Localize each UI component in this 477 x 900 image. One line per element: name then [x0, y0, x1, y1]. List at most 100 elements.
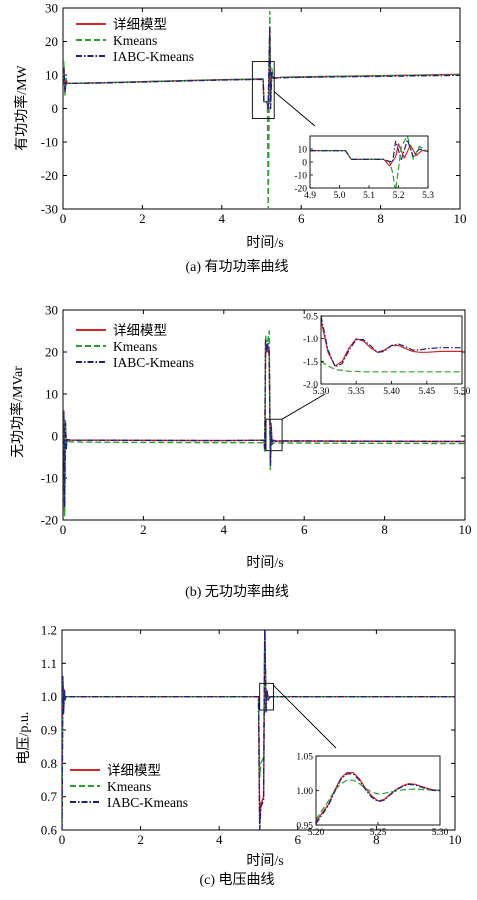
y-tick-label: 0.9: [41, 723, 57, 738]
inset-x-tick-label: 5.45: [418, 387, 435, 397]
y-tick-label: 20: [45, 345, 58, 360]
x-tick-label: 6: [295, 832, 302, 847]
y-tick-label: 0.7: [41, 789, 58, 804]
x-tick-label: 4: [219, 211, 226, 226]
zoom-box: [265, 418, 283, 452]
inset-x-tick-label: 5.25: [370, 828, 387, 838]
inset-x-tick-label: 5.35: [348, 387, 365, 397]
inset-y-tick-label: 10: [298, 146, 308, 156]
inset-x-tick-label: 5.30: [432, 828, 449, 838]
chart-caption: (a) 有功功率曲线: [185, 258, 288, 275]
x-tick-label: 6: [301, 522, 308, 537]
y-tick-label: 10: [45, 387, 58, 402]
inset-y-tick-label: -20: [294, 185, 307, 195]
inset-bg: [316, 756, 440, 825]
inset-series-3: [321, 316, 462, 368]
y-tick-label: 0.6: [41, 823, 58, 838]
x-tick-label: 0: [60, 522, 67, 537]
y-axis-label: 无功功率/MVar: [9, 366, 26, 458]
inset-y-tick-label: -10: [294, 172, 307, 182]
inset-chart: 4.9 5.0 5.1 5.2 5.3 -20 -10 0 10: [294, 135, 434, 201]
inset-y-tick-label: -0.5: [303, 313, 318, 323]
inset-y-tick-label: 0: [302, 159, 307, 169]
x-tick-label: 0: [60, 211, 67, 226]
inset-x-tick-label: 5.40: [383, 387, 400, 397]
chart-panel-2: 0 2 4 6 8 10 -20 -10 0 10 20 30 时间/s 无功功率/MVar (b) 无功功…: [9, 303, 472, 601]
x-tick-label: 4: [221, 522, 228, 537]
inset-x-tick-label: 4.9: [304, 191, 316, 201]
chart-panel-1: 0 2 4 6 8 10 -30 -20 -10 0 10 20 30 时间/s 有功功率/MW (a) 有功…: [13, 1, 467, 276]
zoom-connector: [273, 685, 337, 749]
y-tick-label: -30: [41, 202, 58, 217]
y-tick-label: 10: [45, 68, 58, 83]
inset-y-tick-label: -1.5: [303, 358, 318, 368]
inset-x-tick-label: 5.20: [308, 828, 325, 838]
x-tick-label: 2: [140, 522, 147, 537]
legend-label: IABC-Kmeans: [107, 795, 188, 810]
x-tick-label: 6: [298, 211, 305, 226]
zoom-box: [259, 682, 274, 711]
x-axis-label: 时间/s: [246, 555, 283, 571]
zoom-connector: [281, 393, 326, 420]
main-series-2: [63, 330, 465, 517]
x-tick-label: 0: [59, 832, 66, 847]
legend-label: 详细模型: [113, 323, 167, 338]
y-tick-label: 0: [52, 101, 59, 116]
y-axis-label: 有功功率/MW: [13, 64, 30, 150]
inset-bg: [321, 316, 462, 384]
inset-series-1: [316, 772, 440, 822]
chart-panel-3: 0 2 4 6 8 10 0.6 0.7 0.8 0.9 1.0 1.1 1.2 时间/s 电压/p.u. (…: [16, 623, 462, 889]
y-tick-label: -10: [41, 471, 58, 486]
inset-x-tick-label: 5.1: [363, 191, 375, 201]
inset-series-2: [316, 779, 440, 820]
legend-label: IABC-Kmeans: [113, 49, 194, 64]
x-tick-label: 2: [139, 211, 146, 226]
x-tick-label: 8: [377, 211, 384, 226]
legend-label: 详细模型: [113, 17, 167, 32]
legend-label: Kmeans: [113, 33, 157, 48]
x-tick-label: 10: [459, 522, 472, 537]
legend-label: IABC-Kmeans: [113, 355, 194, 370]
y-tick-label: 0: [52, 429, 59, 444]
inset-chart: 5.20 5.25 5.30 0.95 1.00 1.05: [296, 753, 448, 839]
zoom-box: [251, 61, 275, 119]
y-tick-label: -10: [41, 135, 58, 150]
inset-x-tick-label: 5.0: [334, 191, 346, 201]
inset-series-3: [316, 773, 440, 824]
inset-x-tick-label: 5.30: [313, 387, 330, 397]
chart-caption: (c) 电压曲线: [199, 872, 274, 888]
zoom-connector: [273, 91, 316, 127]
legend-label: 详细模型: [107, 763, 161, 778]
chart-caption: (b) 无功功率曲线: [185, 583, 289, 600]
legend-label: Kmeans: [113, 339, 157, 354]
y-tick-label: 30: [45, 303, 58, 318]
legend-label: Kmeans: [107, 779, 151, 794]
inset-x-tick-label: 5.2: [393, 191, 405, 201]
inset-series-3: [310, 139, 428, 163]
y-tick-label: -20: [41, 168, 58, 183]
main-series-3: [63, 338, 465, 509]
x-axis-label: 时间/s: [246, 235, 283, 251]
y-tick-label: 0.8: [41, 756, 57, 771]
inset-bg: [310, 136, 428, 188]
inset-y-tick-label: 1.00: [296, 787, 313, 797]
y-tick-label: 1.2: [41, 623, 57, 638]
x-tick-label: 8: [373, 832, 380, 847]
inset-x-tick-label: 5.50: [454, 387, 471, 397]
inset-y-tick-label: -1.0: [303, 335, 318, 345]
x-tick-label: 4: [216, 832, 223, 847]
main-series-3: [62, 630, 455, 830]
x-tick-label: 8: [381, 522, 388, 537]
inset-y-tick-label: 1.05: [296, 753, 313, 763]
main-series-3: [63, 27, 460, 110]
y-tick-label: -20: [41, 513, 58, 528]
inset-chart: 5.30 5.35 5.40 5.45 5.50 -2.0 -1.5 -1.0 -0.5: [303, 313, 471, 398]
x-axis-label: 时间/s: [246, 853, 283, 869]
y-tick-label: 30: [45, 1, 58, 16]
inset-y-tick-label: 0.95: [296, 822, 313, 832]
inset-series-1: [321, 320, 462, 367]
